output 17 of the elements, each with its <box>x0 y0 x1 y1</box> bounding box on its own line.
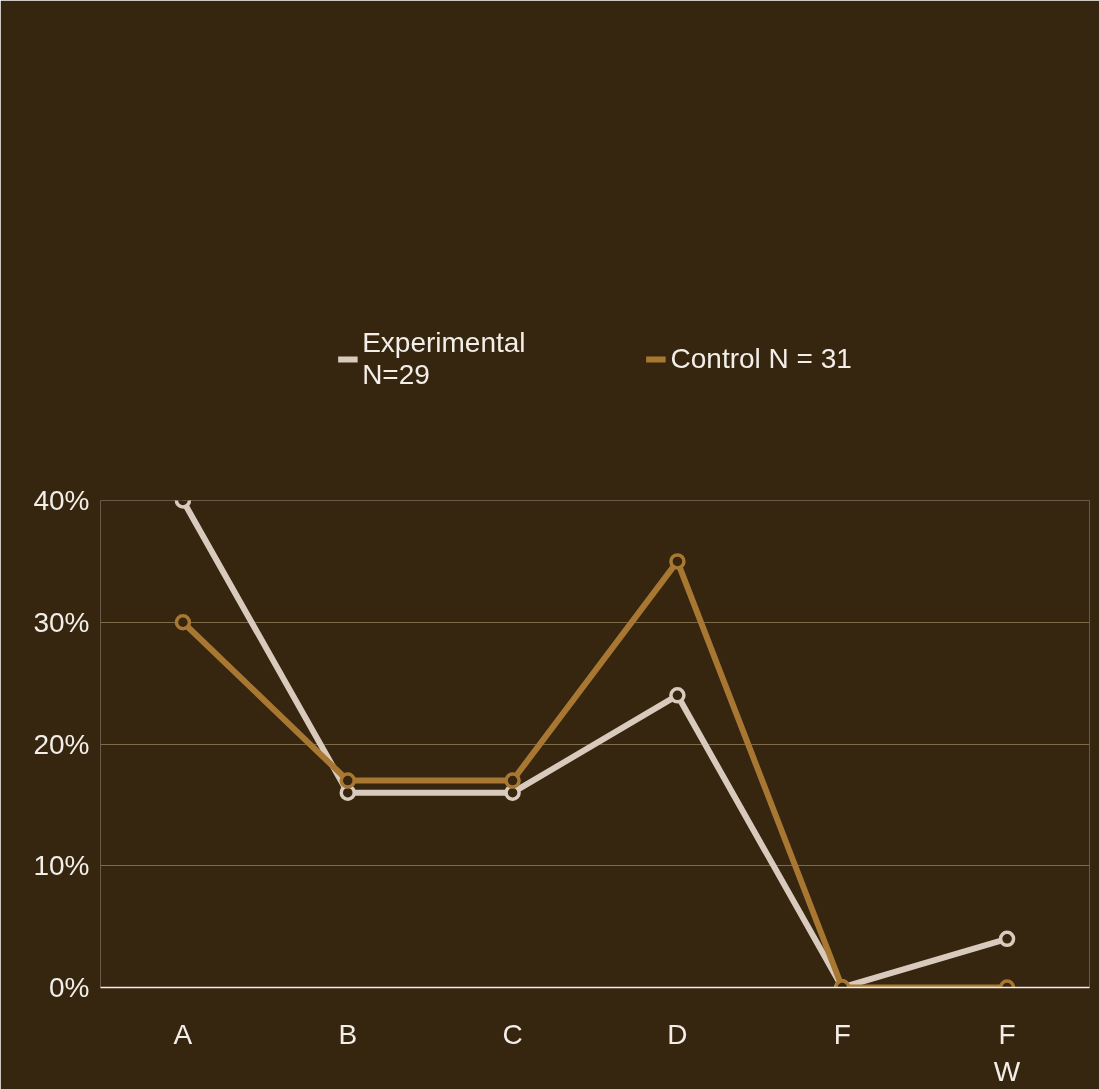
x-tick-label: C <box>502 1018 523 1050</box>
legend-label: Experimental N=29 <box>362 327 526 391</box>
legend-label: Control N = 31 <box>670 343 852 375</box>
y-tick-label: 20% <box>33 728 90 760</box>
point <box>504 772 521 789</box>
y-tick-label: 0% <box>49 972 90 1003</box>
x-tick-label: D <box>667 1018 688 1050</box>
point <box>669 687 686 704</box>
y-tick-label: 40% <box>33 485 90 516</box>
point <box>339 772 356 789</box>
x-tick-label: A <box>173 1018 193 1050</box>
y-tick-label: 30% <box>33 606 90 638</box>
x-tick-label: F W <box>993 1018 1021 1087</box>
x-tick-label: F <box>833 1018 851 1050</box>
y-tick-label: 10% <box>33 850 90 882</box>
point <box>174 614 192 631</box>
x-tick-label: B <box>338 1018 358 1050</box>
